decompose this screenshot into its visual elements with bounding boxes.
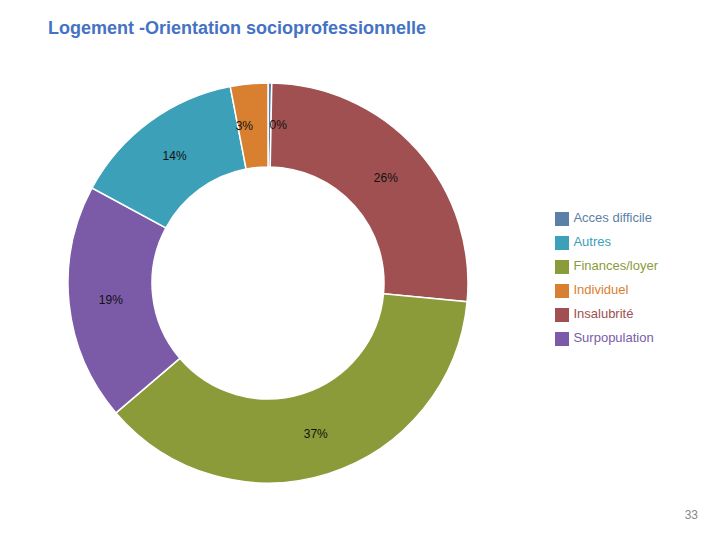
svg-text:37%: 37% — [304, 427, 328, 441]
svg-text:14%: 14% — [163, 149, 187, 163]
html-text:Autres: Autres — [573, 234, 611, 249]
html-text:Logement -Orientation sociopro: Logement -Orientation socioprofessionnel… — [48, 18, 426, 38]
html-text:Acces difficile: Acces difficile — [573, 210, 652, 225]
html-text:33: 33 — [684, 508, 698, 522]
svg-text:19%: 19% — [99, 293, 123, 307]
svg-text:26%: 26% — [374, 171, 398, 185]
html-text:Surpopulation: Surpopulation — [573, 330, 654, 345]
html-text:Individuel: Individuel — [573, 282, 629, 297]
svg-text:0%: 0% — [269, 118, 287, 132]
html-text:Insalubrité: Insalubrité — [573, 306, 634, 321]
html-text:Finances/loyer: Finances/loyer — [573, 258, 658, 273]
svg-text:3%: 3% — [236, 119, 254, 133]
